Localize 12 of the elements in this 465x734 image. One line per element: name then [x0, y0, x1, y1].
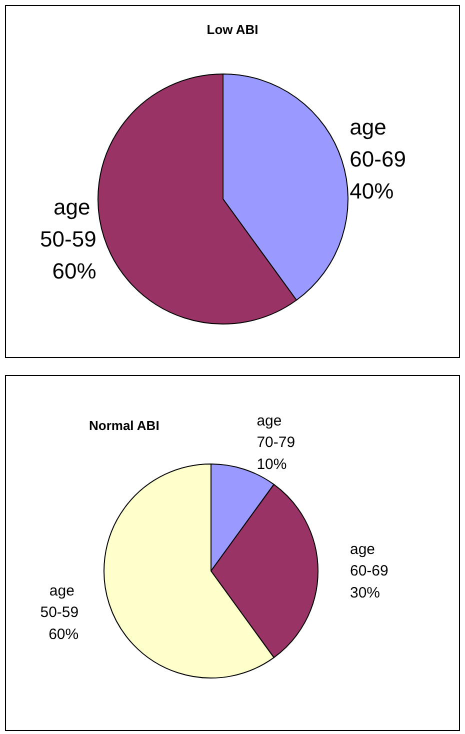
- data-label: 30%: [350, 584, 380, 602]
- data-label: 10%: [256, 456, 287, 473]
- slice-label: age 60-69: [350, 114, 406, 172]
- chart-title: Low ABI: [206, 22, 258, 37]
- slice-label: age 70-79: [256, 412, 296, 452]
- chart-title: Normal ABI: [89, 418, 160, 433]
- data-label: 60%: [48, 626, 79, 643]
- slice-label: age 60-69: [350, 540, 388, 580]
- data-label: 40%: [350, 178, 394, 204]
- data-label: 60%: [52, 258, 96, 284]
- slice-label: age 50-59: [40, 582, 79, 622]
- slice-label: age 50-59: [40, 194, 96, 252]
